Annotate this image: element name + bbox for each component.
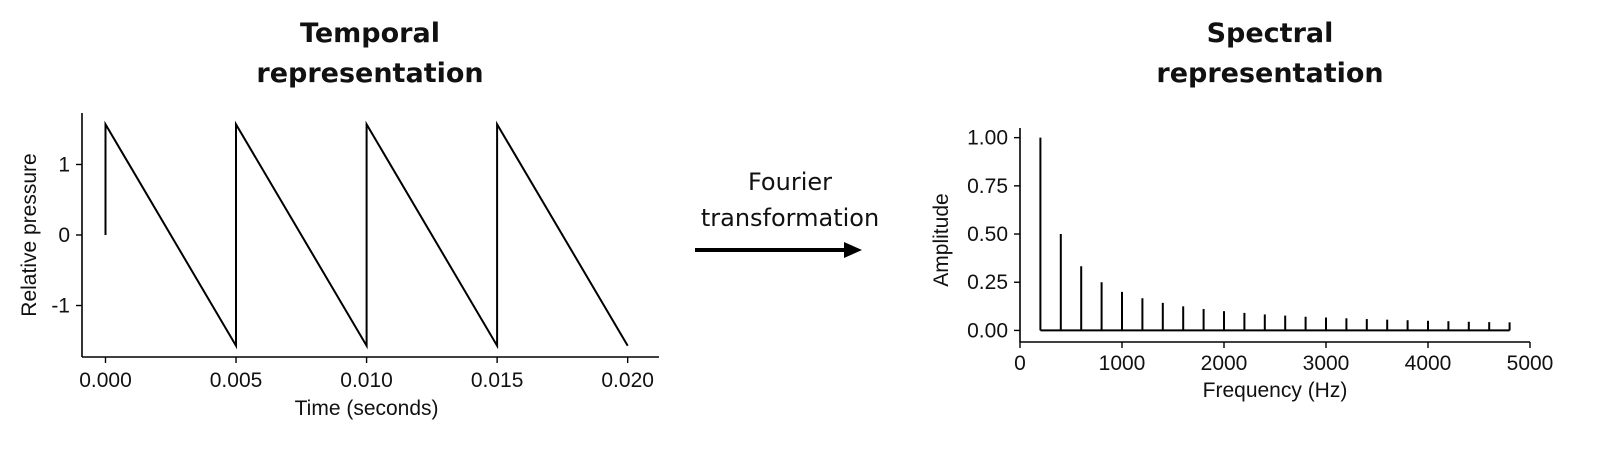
temporal-title-line2: representation bbox=[256, 58, 484, 89]
temporal-x-tick-label: 0.010 bbox=[340, 369, 393, 392]
spectral-x-tick-label: 1000 bbox=[1099, 352, 1146, 375]
temporal-x-tick-label: 0.005 bbox=[210, 369, 263, 392]
temporal-y-tick-label: 0 bbox=[58, 224, 70, 247]
temporal-title: Temporal representation bbox=[240, 14, 500, 94]
spectral-y-tick-label: 0.50 bbox=[967, 223, 1008, 246]
spectral-x-tick-label: 2000 bbox=[1201, 352, 1248, 375]
fourier-label: Fourier transformation bbox=[690, 164, 890, 236]
spectral-x-tick-label: 5000 bbox=[1507, 352, 1554, 375]
fourier-label-line2: transformation bbox=[700, 204, 880, 232]
temporal-x-tick-label: 0.000 bbox=[79, 369, 132, 392]
temporal-y-tick-label: -1 bbox=[51, 295, 70, 318]
spectral-title: Spectral representation bbox=[1140, 14, 1400, 94]
temporal-title-line1: Temporal bbox=[300, 18, 440, 49]
spectral-y-tick-label: 0.25 bbox=[967, 271, 1008, 294]
spectral-x-tick-label: 3000 bbox=[1303, 352, 1350, 375]
spectral-chart: 0 1000 2000 3000 4000 5000 0.00 0.25 0.50 0.75 1.0… bbox=[930, 127, 1553, 402]
spectral-y-axis-title: Amplitude bbox=[930, 193, 953, 286]
spectral-x-axis-title: Frequency (Hz) bbox=[1203, 379, 1348, 402]
spectral-y-tick-label: 1.00 bbox=[967, 127, 1008, 150]
spectral-x-tick-label: 0 bbox=[1014, 352, 1026, 375]
temporal-y-axis-title: Relative pressure bbox=[18, 153, 41, 316]
fourier-label-line1: Fourier bbox=[747, 168, 832, 196]
arrow bbox=[695, 242, 862, 258]
temporal-y-tick-label: 1 bbox=[58, 153, 70, 176]
temporal-series-line bbox=[104, 120, 629, 350]
temporal-x-axis-title: Time (seconds) bbox=[295, 397, 439, 420]
spectral-y-tick-label: 0.00 bbox=[967, 319, 1008, 342]
temporal-x-tick-label: 0.015 bbox=[471, 369, 524, 392]
temporal-x-tick-label: 0.020 bbox=[601, 369, 654, 392]
spectral-title-line1: Spectral bbox=[1206, 18, 1334, 49]
spectral-title-line2: representation bbox=[1156, 58, 1384, 89]
temporal-chart: 0.000 0.005 0.010 0.015 0.020 -1 0 1 Time (secon… bbox=[18, 113, 659, 420]
arrow-head-icon bbox=[844, 242, 862, 258]
spectral-x-tick-label: 4000 bbox=[1405, 352, 1452, 375]
spectral-y-tick-label: 0.75 bbox=[967, 175, 1008, 198]
